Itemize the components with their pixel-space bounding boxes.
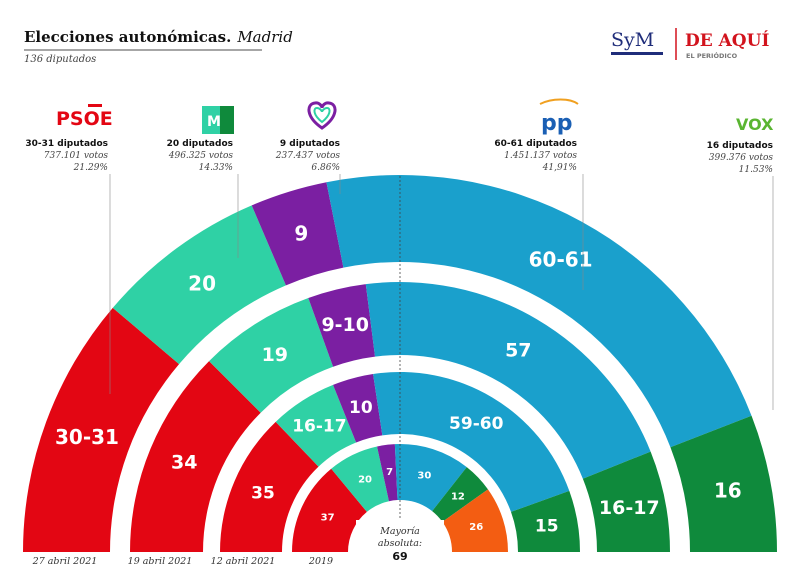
seg-label-1-podemos: 9-10 (321, 314, 369, 336)
podemos-logo (307, 101, 337, 130)
mm-annotation: 20 diputados 496.325 votos 14.33% (167, 139, 234, 173)
arc-19-abril-2021-mm (209, 298, 334, 413)
svg-text:496.325 votos: 496.325 votos (168, 151, 234, 161)
svg-text:SyM: SyM (611, 29, 654, 51)
seg-label-1-psoe: 34 (171, 452, 197, 474)
seg-label-2-mm: 16-17 (292, 417, 346, 437)
svg-text:11.53%: 11.53% (739, 165, 773, 175)
majority-value: 69 (392, 550, 407, 563)
arc-19-abril-2021-pp (365, 281, 651, 479)
segment-labels: 30-3120960-611634199-105716-173516-17105… (55, 221, 742, 536)
seg-label-0-mm: 20 (188, 272, 216, 296)
arc-2019-podemos (377, 444, 398, 502)
seg-label-3-vox: 12 (451, 491, 465, 502)
seg-label-3-mm: 20 (358, 475, 372, 486)
svg-text:737.101 votos: 737.101 votos (44, 151, 109, 161)
svg-text:21.29%: 21.29% (73, 163, 108, 173)
arc-12-abril-2021-mm (275, 384, 357, 467)
svg-text:1.451.137 votos: 1.451.137 votos (504, 151, 577, 161)
svg-text:pp: pp (541, 111, 573, 136)
seg-label-3-psoe: 37 (321, 512, 335, 523)
seg-label-0-vox: 16 (714, 479, 742, 503)
seg-label-2-psoe: 35 (251, 483, 275, 503)
svg-text:30-31 diputados: 30-31 diputados (25, 139, 108, 149)
paper-logo: DE AQUÍ (685, 30, 769, 51)
arc-27-abril-2021-mm (112, 205, 286, 365)
sym-logo: SyM (611, 29, 663, 55)
arc-12-abril-2021-psoe (220, 421, 319, 552)
majority-label-line2: absoluta: (378, 538, 422, 549)
pp-logo: pp (539, 98, 579, 136)
svg-text:20 diputados: 20 diputados (167, 139, 233, 149)
ring-date-2: 19 abril 2021 (128, 556, 193, 567)
seg-label-2-vox: 15 (535, 516, 559, 536)
podemos-annotation: 9 diputados 237.437 votos 6.86% (275, 139, 341, 173)
ring-date-4: 2019 (308, 556, 333, 567)
svg-text:VOX: VOX (736, 115, 774, 134)
arc-2019-vox (432, 467, 488, 522)
leader-lines (109, 174, 774, 410)
arc-27-abril-2021-pp (326, 175, 752, 448)
svg-text:PSOE: PSOE (56, 108, 113, 130)
svg-text:237.437 votos: 237.437 votos (275, 151, 341, 161)
seg-label-1-mm: 19 (262, 344, 288, 366)
paper-logo-sub: EL PERIÓDICO (686, 51, 738, 60)
arc-19-abril-2021-podemos (308, 284, 376, 367)
chart-title: Elecciones autonómicas. Madrid (24, 28, 293, 46)
arc-2019-cs (442, 489, 508, 552)
center-backdrop (356, 520, 444, 570)
seg-label-0-podemos: 9 (294, 221, 308, 245)
psoe-annotation: 30-31 diputados 737.101 votos 21.29% (25, 139, 108, 173)
chart-subtitle: 136 diputados (24, 54, 96, 65)
svg-text:60-61 diputados: 60-61 diputados (494, 139, 577, 149)
psoe-logo: PSOE (56, 104, 113, 130)
arc-12-abril-2021-vox (510, 490, 580, 552)
svg-text:M: M (207, 114, 221, 130)
arc-2019-pp (394, 444, 467, 512)
arc-12-abril-2021-pp (373, 372, 570, 512)
svg-text:16 diputados: 16 diputados (707, 141, 773, 151)
seg-label-3-podemos: 7 (386, 467, 393, 478)
seg-label-2-pp: 59-60 (449, 414, 504, 434)
ring-date-1: 27 abril 2021 (32, 556, 98, 567)
svg-text:14.33%: 14.33% (199, 163, 233, 173)
arc-12-abril-2021-podemos (333, 374, 383, 443)
arc-2019-mm (331, 446, 389, 512)
ring-date-3: 12 abril 2021 (211, 556, 276, 567)
seg-label-1-vox: 16-17 (599, 497, 660, 519)
seg-label-1-pp: 57 (505, 340, 531, 362)
arc-27-abril-2021-podemos (251, 182, 344, 286)
pp-annotation: 60-61 diputados 1.451.137 votos 41,91% (494, 139, 577, 173)
vox-annotation: 16 diputados 399.376 votos 11.53% (707, 141, 774, 175)
seg-label-2-podemos: 10 (349, 398, 373, 418)
seg-label-3-pp: 30 (417, 470, 431, 481)
vox-logo: VOX (736, 115, 774, 134)
svg-text:399.376 votos: 399.376 votos (709, 153, 774, 163)
arc-27-abril-2021-vox (670, 415, 777, 552)
mas-madrid-logo: M (202, 106, 234, 134)
arc-19-abril-2021-vox (582, 451, 670, 552)
arc-19-abril-2021-psoe (130, 361, 261, 552)
arc-27-abril-2021-psoe (23, 307, 180, 552)
arc-2019-psoe (292, 468, 367, 552)
svg-text:41,91%: 41,91% (542, 163, 577, 173)
seg-label-0-psoe: 30-31 (55, 425, 119, 449)
svg-text:6.86%: 6.86% (311, 163, 340, 173)
majority-label-line1: Mayoría (379, 526, 420, 537)
parliament-arcs (23, 175, 777, 552)
seg-label-3-cs: 26 (469, 522, 483, 533)
svg-text:9 diputados: 9 diputados (280, 139, 340, 149)
seg-label-0-pp: 60-61 (529, 248, 593, 272)
